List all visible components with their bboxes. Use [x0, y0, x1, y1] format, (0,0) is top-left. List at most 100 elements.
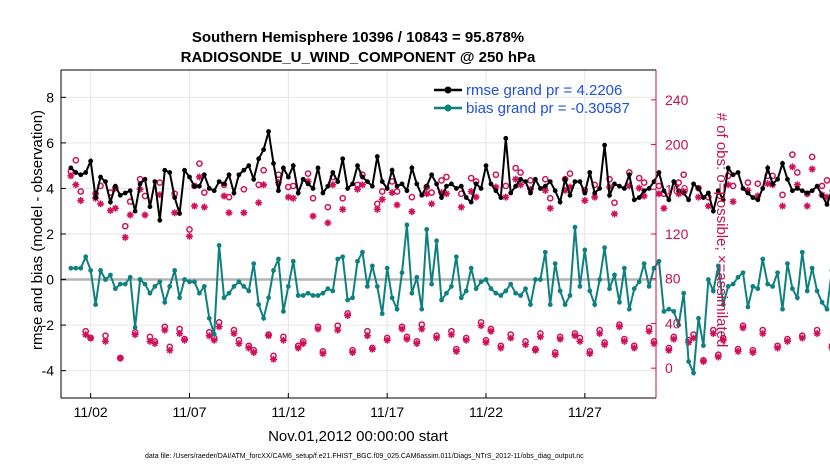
bias-point: [246, 288, 252, 294]
obs-assimilated-point: [783, 337, 791, 345]
rmse-point: [651, 179, 657, 185]
rmse-point: [108, 199, 113, 205]
rmse-point: [468, 199, 474, 205]
obs-possible-point: [324, 203, 332, 211]
bias-point: [364, 283, 370, 289]
obs-assimilated-point: [793, 181, 801, 189]
bias-point: [755, 286, 761, 292]
rmse-point: [127, 188, 133, 194]
bias-point: [547, 302, 553, 308]
bias-point: [320, 290, 326, 296]
obs-assimilated-point: [754, 192, 762, 200]
rmse-point: [246, 163, 252, 169]
obs-possible-point: [260, 166, 267, 174]
bias-point: [142, 281, 148, 287]
obs-assimilated-point: [126, 211, 134, 219]
bias-point: [799, 249, 805, 255]
rmse-point: [117, 192, 123, 198]
bias-point: [103, 277, 108, 282]
rmse-point: [458, 183, 464, 189]
obs-assimilated-point: [433, 334, 441, 342]
bias-point: [147, 290, 153, 296]
bias-point: [429, 281, 435, 287]
rmse-point: [112, 183, 118, 189]
bias-point: [686, 359, 692, 364]
bias-point: [804, 288, 810, 294]
bias-point: [325, 286, 331, 292]
rmse-point: [192, 183, 197, 189]
bias-point: [567, 293, 573, 298]
rmse-point: [750, 195, 756, 200]
obs-possible-point: [378, 188, 386, 195]
rmse-point: [122, 190, 128, 196]
rmse-point: [132, 208, 138, 214]
bias-point: [636, 279, 642, 285]
bias-point: [473, 286, 479, 292]
rmse-point: [498, 195, 504, 200]
bias-point: [705, 277, 711, 282]
bias-point: [621, 265, 627, 271]
rmse-point: [463, 195, 469, 200]
rmse-point: [379, 179, 385, 185]
obs-possible-point: [196, 160, 203, 167]
bias-point: [483, 277, 489, 282]
obs-possible-point: [492, 171, 500, 179]
bias-point: [290, 258, 296, 264]
bias-point: [572, 224, 578, 230]
bias-point: [498, 293, 504, 298]
rmse-point: [508, 190, 514, 196]
rmse-point: [152, 179, 158, 185]
rmse-point: [730, 172, 736, 178]
obs-possible-point: [744, 179, 752, 186]
obs-assimilated-point: [403, 335, 411, 343]
bias-point: [241, 283, 247, 289]
bias-point: [236, 279, 242, 285]
bias-point: [315, 293, 321, 298]
rmse-point: [295, 190, 301, 196]
bias-point: [409, 290, 415, 296]
rmse-point: [271, 160, 276, 166]
obs-assimilated-point: [704, 202, 712, 210]
rmse-point: [824, 201, 830, 207]
bias-point: [735, 274, 741, 280]
obs-assimilated-point: [210, 336, 218, 344]
x-tick-label: 11/17: [370, 404, 404, 420]
bias-point: [182, 277, 187, 282]
rmse-series: [68, 129, 830, 223]
rmse-point: [384, 186, 390, 191]
bias-point: [715, 263, 721, 269]
obs-assimilated-point: [695, 193, 702, 201]
bias-point: [542, 249, 548, 255]
rmse-point: [103, 179, 108, 185]
rmse-point: [404, 188, 410, 194]
obs-assimilated-point: [759, 329, 767, 337]
rmse-point: [661, 188, 667, 194]
obs-possible-point: [339, 194, 347, 202]
obs-assimilated-point: [131, 331, 139, 339]
obs-possible-point: [156, 179, 164, 186]
rmse-point: [300, 176, 306, 182]
obs-assimilated-point: [121, 233, 129, 241]
rmse-point: [251, 176, 257, 182]
obs-assimilated-point: [507, 334, 515, 342]
rmse-point: [562, 176, 568, 182]
rmse-point: [285, 174, 291, 180]
rmse-point: [201, 172, 207, 178]
bias-point: [493, 290, 499, 296]
obs-assimilated-point: [774, 344, 782, 352]
obs-assimilated-point: [383, 336, 391, 344]
obs-assimilated-point: [230, 329, 238, 337]
obs-assimilated-point: [176, 329, 184, 337]
bias-point: [612, 272, 617, 278]
obs-assimilated-point: [413, 340, 421, 348]
obs-count-markers: [67, 151, 830, 365]
obs-assimilated-point: [788, 163, 796, 171]
bias-point: [335, 256, 341, 262]
obs-assimilated-point: [685, 338, 693, 346]
bias-point: [419, 306, 425, 312]
rmse-point: [789, 188, 795, 194]
obs-assimilated-point: [279, 336, 287, 344]
obs-assimilated-point: [625, 182, 633, 190]
rmse-point: [740, 186, 746, 191]
obs-assimilated-point: [324, 219, 332, 227]
